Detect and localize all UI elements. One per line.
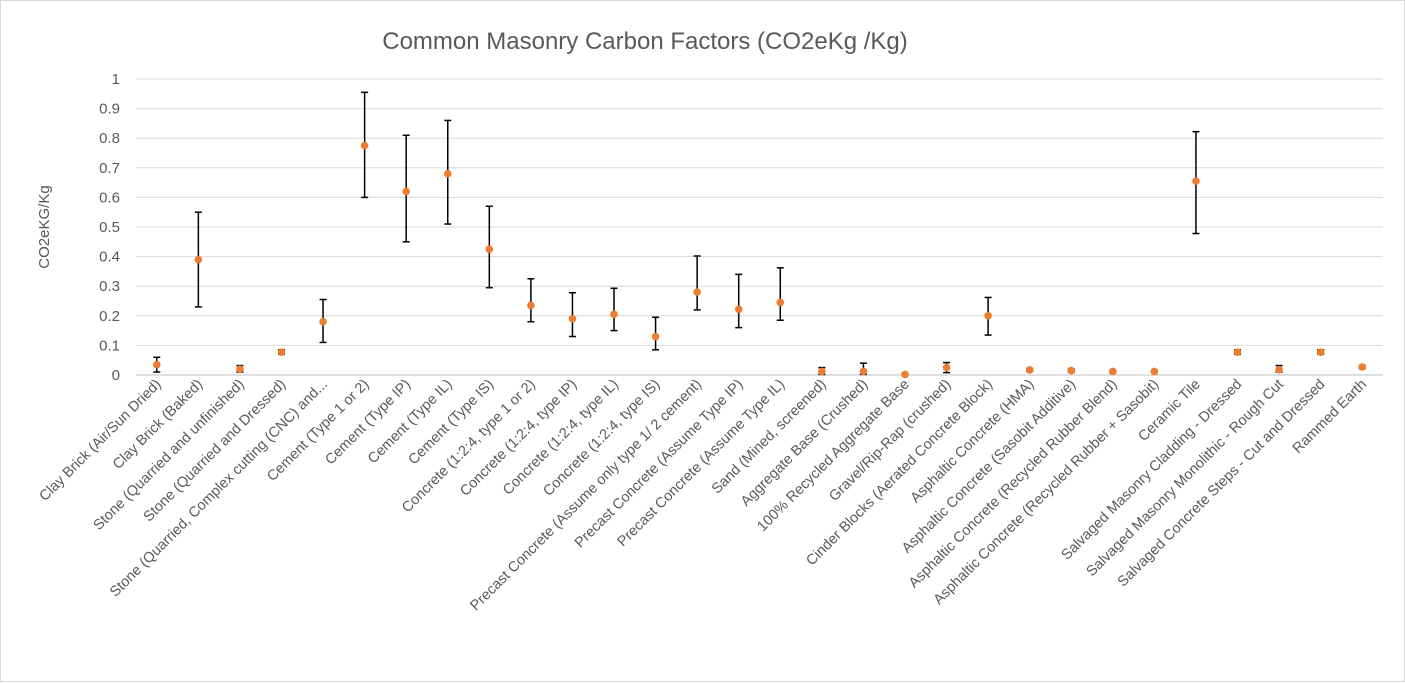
x-tick-label: Stone (Quarried and unfinished) [91, 377, 248, 534]
y-tick-label: 0.8 [99, 130, 120, 147]
error-bar [735, 273, 743, 329]
data-point [485, 245, 494, 253]
data-point [693, 288, 701, 296]
error-bar [568, 291, 576, 338]
error-bar [693, 255, 701, 311]
y-tick-label: 0.9 [99, 101, 120, 118]
error-bars [153, 91, 1366, 376]
gridlines [136, 78, 1383, 376]
error-bar [527, 278, 535, 323]
y-tick-label: 0.1 [99, 337, 120, 354]
data-point [901, 370, 909, 379]
data-point [818, 367, 826, 376]
data-point [1316, 348, 1325, 357]
data-point [236, 365, 244, 373]
data-point [443, 169, 452, 178]
data-point [1192, 177, 1200, 185]
data-point [319, 317, 327, 326]
data-point [402, 187, 410, 196]
x-tick-label: Salvaged Masonry Monolithic - Rough Cut [1084, 377, 1287, 580]
data-point [1067, 366, 1076, 375]
data-point [1109, 367, 1117, 376]
data-point [1275, 365, 1283, 374]
data-point [1358, 363, 1367, 371]
data-point [1150, 367, 1159, 376]
y-tick-label: 0.7 [99, 160, 120, 177]
y-tick-label: 0.5 [99, 219, 120, 236]
x-tick-label: 100% Recycled Aggregate Base [754, 377, 912, 535]
y-tick-label: 0.2 [99, 308, 120, 325]
data-point [942, 363, 951, 372]
data-point [1233, 348, 1242, 357]
data-point [776, 298, 785, 307]
data-points [152, 141, 1367, 379]
y-axis-label: CO2eKG/Kg [36, 185, 53, 268]
x-tick-label: Rammed Earth [1290, 377, 1370, 457]
data-point [568, 314, 577, 323]
data-point [152, 360, 161, 369]
data-point [610, 310, 618, 319]
y-tick-label: 0 [112, 367, 120, 384]
data-point [194, 255, 203, 264]
y-tick-label: 1 [112, 71, 120, 88]
y-tick-label: 0.4 [99, 249, 120, 266]
x-axis-ticks: Clay Brick (Air/Sun Dried)Clay Brick (Ba… [37, 377, 1371, 615]
data-point [859, 367, 868, 376]
error-bar [610, 287, 618, 332]
data-point [734, 305, 743, 314]
data-point [1025, 366, 1034, 374]
y-tick-label: 0.3 [99, 278, 120, 295]
y-axis-ticks: 0 0.1 0.2 0.3 0.4 0.5 0.6 0.7 0.8 0.9 1 [99, 71, 120, 384]
y-tick-label: 0.6 [99, 189, 120, 206]
data-point [277, 348, 286, 357]
error-bar [776, 267, 784, 321]
data-point [360, 141, 369, 150]
data-point [527, 301, 535, 310]
chart-title: Common Masonry Carbon Factors (CO2eKg /K… [382, 28, 908, 55]
data-point [984, 312, 992, 320]
data-point [651, 332, 660, 341]
